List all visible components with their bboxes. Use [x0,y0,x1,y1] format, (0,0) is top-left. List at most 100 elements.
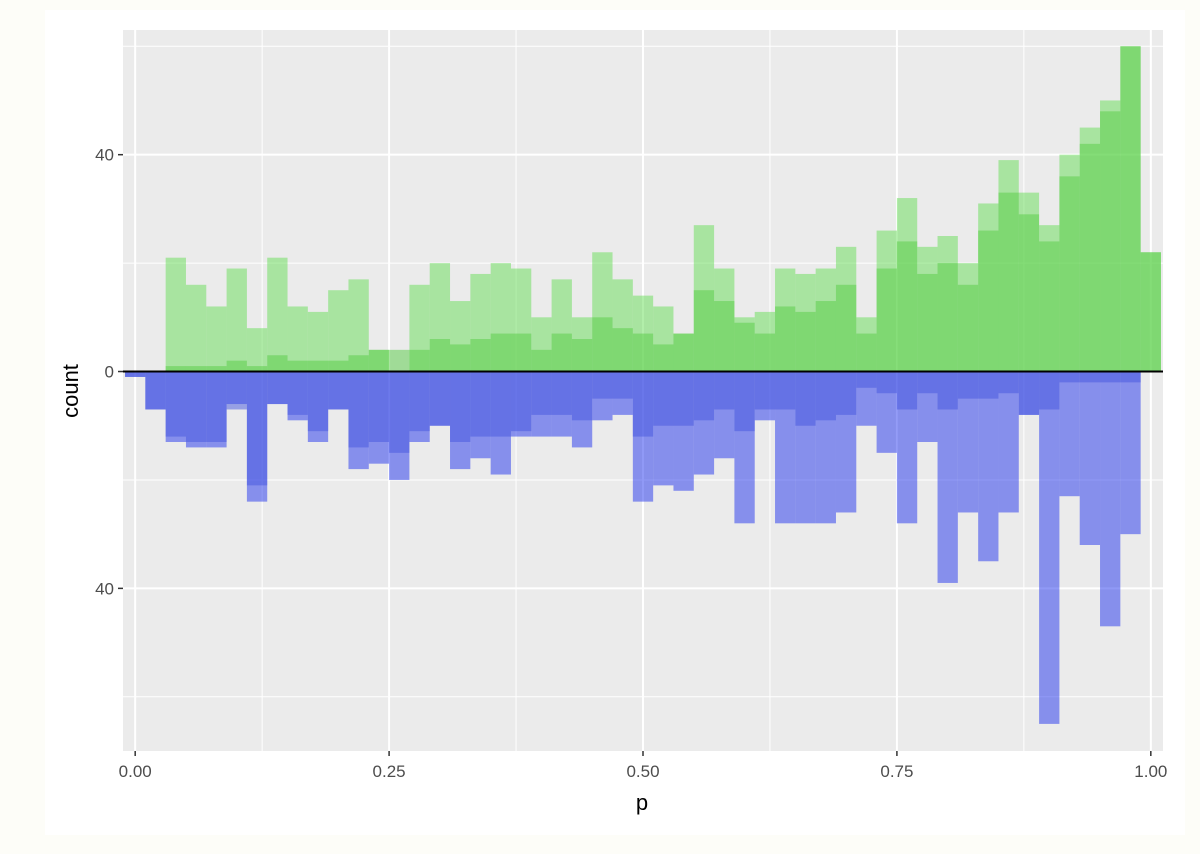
histogram-bar [328,371,349,410]
x-axis-label: p [636,790,648,815]
histogram-bar [612,328,633,372]
histogram-bar [998,192,1019,372]
histogram-bar [287,306,308,372]
x-tick-label: 1.00 [1134,762,1167,781]
x-axis: 0.00 0.25 0.50 0.75 1.00 [119,751,1167,781]
histogram-bar [185,284,207,372]
histogram-bar [470,371,491,437]
histogram-bar [246,366,268,372]
histogram-bar [835,371,857,415]
histogram-bar [957,284,979,372]
histogram-bar [490,333,511,372]
histogram-bar [246,371,268,486]
histogram-bar [206,366,227,372]
histogram-bar [571,371,593,421]
histogram-bar [185,366,207,372]
histogram-bar [165,366,186,372]
histogram-bar [429,371,451,426]
histogram-bar [917,371,938,394]
histogram-bar [896,241,918,372]
histogram-bar [1120,371,1141,383]
histogram-bar [612,371,633,399]
histogram-bar [307,371,329,432]
histogram-bar [937,371,958,583]
histogram-bar [165,257,186,372]
histogram-bar [754,333,776,372]
histogram-bar [470,339,491,372]
histogram-bar [571,339,593,372]
histogram-bar [206,371,227,442]
histogram-bar [693,371,715,421]
histogram-bar [1018,371,1040,415]
histogram-bar [307,360,329,372]
bars [125,46,1161,724]
histogram-bar [551,371,572,415]
histogram-bar [287,371,308,415]
histogram-bar [1140,252,1161,372]
histogram-bar [510,333,532,372]
histogram-bar [348,355,369,372]
histogram-bar [917,273,938,372]
histogram-bar [957,371,979,399]
histogram-bar [389,349,410,372]
histogram-bar [450,371,471,442]
histogram-bar [409,349,430,372]
histogram-bar [937,263,958,372]
histogram-bar [1079,143,1101,372]
histogram-bar [856,333,877,372]
histogram-bar [1039,371,1060,410]
histogram-bar [1100,371,1121,627]
histogram-bar [1039,371,1060,724]
histogram-bar [267,355,288,372]
series-2-up [165,46,1161,372]
histogram-bar [632,371,654,437]
histogram-bar [795,311,816,372]
x-tick-label: 0.25 [373,762,406,781]
histogram-bar [531,349,552,372]
y-tick-label: 40 [95,146,114,165]
histogram-bar [287,360,308,372]
histogram-bar [896,371,918,524]
histogram-bar [775,371,796,524]
histogram-bar [531,371,552,415]
histogram-bar [267,257,288,372]
histogram-bar [450,344,471,372]
histogram-bar [226,371,247,410]
histogram-bar [795,371,816,426]
histogram-bar [998,371,1019,513]
histogram-bar [490,371,511,437]
histogram-bar [1059,371,1080,383]
histogram-bar [145,371,166,410]
histogram-bar [551,333,572,372]
x-tick-label: 0.00 [119,762,152,781]
histogram-bar [937,371,958,410]
histogram-bar [876,371,897,394]
y-axis: 40 0 40 [95,146,123,598]
histogram-bar [1079,371,1101,383]
x-tick-label: 0.50 [626,762,659,781]
histogram-bar [1018,214,1040,372]
histogram-bar [1100,371,1121,383]
histogram-bar [328,290,349,372]
series-4-down [125,371,1141,486]
histogram-bar [185,371,207,442]
histogram-bar [1039,241,1060,372]
histogram-bar [957,371,979,513]
histogram-bar [348,279,369,372]
histogram-bar [1079,371,1101,545]
histogram-bar [653,344,674,372]
histogram-bar [389,371,410,453]
histogram-bar [734,322,755,372]
histogram-bar [226,360,247,372]
histogram-bar [815,301,836,372]
histogram-bar [896,371,918,410]
histogram-bar [673,371,694,426]
histogram-bar [510,371,532,432]
histogram-bar [673,333,694,372]
histogram-bar [368,349,390,372]
histogram-bar [856,371,877,388]
histogram-bar [876,268,897,372]
histogram-bar [592,317,613,372]
histogram-bar [165,371,186,437]
